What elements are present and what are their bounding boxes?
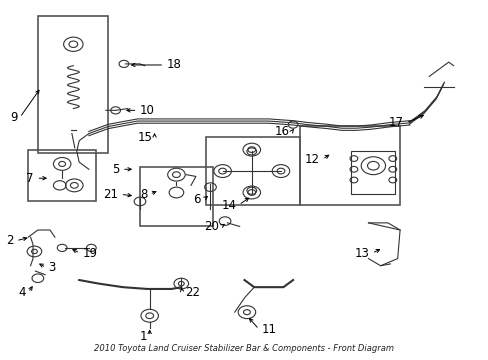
Text: 15: 15 <box>137 131 152 144</box>
Text: 2: 2 <box>6 234 14 247</box>
Text: 1: 1 <box>140 330 147 343</box>
Text: 19: 19 <box>82 247 98 260</box>
Text: 21: 21 <box>103 188 118 201</box>
Text: 6: 6 <box>193 193 201 206</box>
Bar <box>300 126 399 205</box>
Text: 14: 14 <box>221 198 236 212</box>
Text: 12: 12 <box>304 153 319 166</box>
Text: 3: 3 <box>48 261 56 274</box>
Text: 10: 10 <box>140 104 155 117</box>
Text: 13: 13 <box>354 247 369 260</box>
Text: 11: 11 <box>261 323 276 336</box>
Text: 20: 20 <box>203 220 218 233</box>
Text: 9: 9 <box>10 111 18 124</box>
Text: 2010 Toyota Land Cruiser Stabilizer Bar & Components - Front Diagram: 2010 Toyota Land Cruiser Stabilizer Bar … <box>94 344 394 353</box>
Text: 8: 8 <box>140 188 147 201</box>
Text: 17: 17 <box>387 116 403 129</box>
Bar <box>28 150 96 202</box>
Text: 22: 22 <box>184 286 199 299</box>
Bar <box>205 137 300 205</box>
Text: 7: 7 <box>26 172 34 185</box>
Text: 18: 18 <box>166 58 181 72</box>
Bar <box>38 16 108 153</box>
Text: 16: 16 <box>274 125 288 138</box>
Bar <box>351 152 394 194</box>
Text: 5: 5 <box>112 163 119 176</box>
Bar <box>140 167 212 226</box>
Text: 4: 4 <box>18 286 26 299</box>
